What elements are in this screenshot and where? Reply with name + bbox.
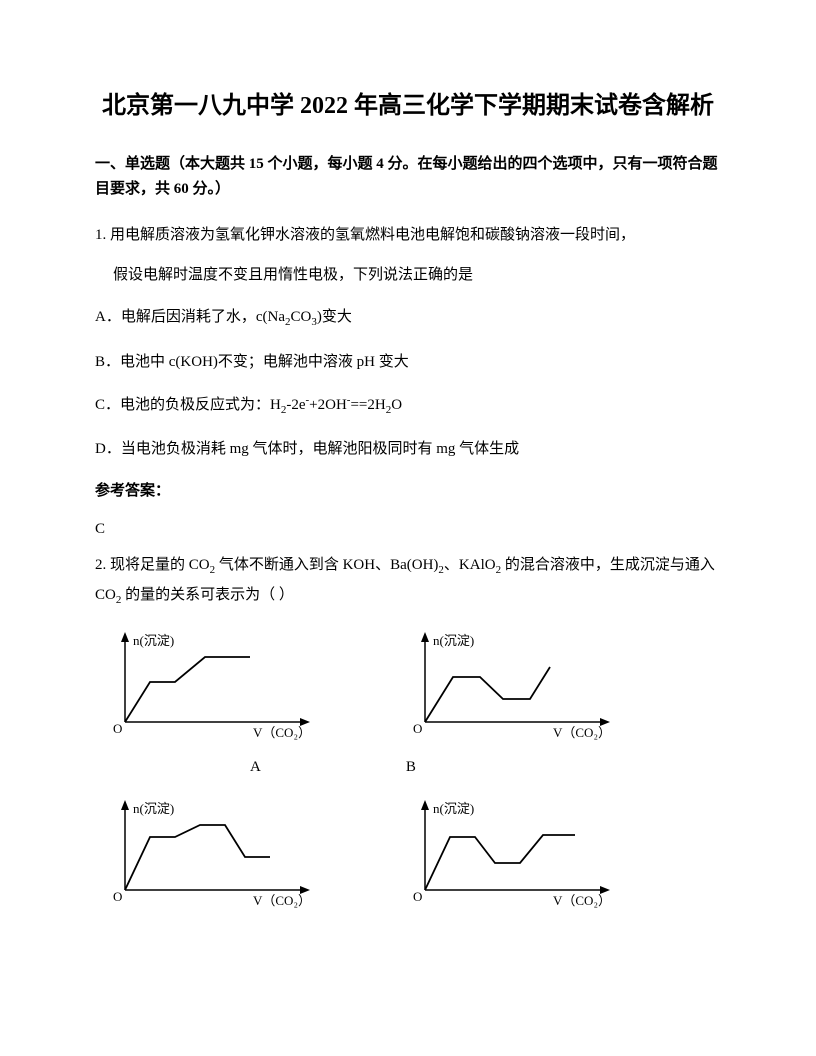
section-prefix: 一、单选题（本大题共: [95, 156, 249, 172]
svg-text:V（CO₂）: V（CO₂）: [553, 893, 611, 908]
section-count: 15: [249, 156, 264, 172]
chart-b: n(沉淀) V（CO₂） O: [395, 627, 635, 747]
chart-c-svg: n(沉淀) V（CO₂） O: [95, 795, 335, 915]
chart-b-svg: n(沉淀) V（CO₂） O: [395, 627, 635, 747]
svg-text:V（CO₂）: V（CO₂）: [553, 725, 611, 740]
q2-mid2: 、KAlO: [444, 557, 496, 573]
q2-num: 2.: [95, 557, 110, 573]
q1-option-a: A．电解后因消耗了水，c(Na2CO3)变大: [95, 305, 721, 332]
q1-num: 1.: [95, 227, 110, 243]
svg-text:n(沉淀): n(沉淀): [433, 633, 474, 648]
chart-c: n(沉淀) V（CO₂） O: [95, 795, 335, 915]
section-header: 一、单选题（本大题共 15 个小题，每小题 4 分。在每小题给出的四个选项中，只…: [95, 152, 721, 203]
q1a-suffix: )变大: [317, 309, 352, 325]
q1-option-b: B．电池中 c(KOH)不变；电解池中溶液 pH 变大: [95, 350, 721, 374]
chart-label-b: B: [406, 755, 416, 779]
svg-text:O: O: [113, 889, 122, 904]
section-mid1: 个小题，每小题: [264, 156, 377, 172]
answer-label: 参考答案：: [95, 479, 721, 503]
chart-a: n(沉淀) V（CO₂） O: [95, 627, 335, 747]
q1c-suffix: O: [391, 397, 402, 413]
svg-text:V（CO₂）: V（CO₂）: [253, 725, 311, 740]
svg-text:O: O: [413, 721, 422, 736]
q1-answer: C: [95, 517, 721, 541]
q2-suffix: 的量的关系可表示为（ ）: [121, 587, 294, 603]
section-points: 4: [376, 156, 384, 172]
q2-text: 2. 现将足量的 CO2 气体不断通入到含 KOH、Ba(OH)2、KAlO2 …: [95, 551, 721, 611]
q1-option-c: C．电池的负极反应式为：H2-2e-+2OH-==2H2O: [95, 392, 721, 420]
q1c-mid2: +2OH: [309, 397, 347, 413]
svg-text:V（CO₂）: V（CO₂）: [253, 893, 311, 908]
q1-line2: 假设电解时温度不变且用惰性电极，下列说法正确的是: [95, 263, 721, 287]
q2-prefix: 现将足量的 CO: [110, 557, 210, 573]
q1a-mid: CO: [290, 309, 311, 325]
q1a-prefix: A．电解后因消耗了水，c(Na: [95, 309, 285, 325]
svg-text:O: O: [113, 721, 122, 736]
q2-mid1: 气体不断通入到含 KOH、Ba(OH): [215, 557, 438, 573]
section-suffix: 分。）: [189, 181, 230, 197]
q1c-prefix: C．电池的负极反应式为：H: [95, 397, 281, 413]
chart-d: n(沉淀) V（CO₂） O: [395, 795, 635, 915]
svg-text:O: O: [413, 889, 422, 904]
chart-row-1: n(沉淀) V（CO₂） O n(沉淀) V（CO₂） O: [95, 627, 721, 747]
q1c-mid1: -2e: [286, 397, 305, 413]
page-title: 北京第一八九中学 2022 年高三化学下学期期末试卷含解析: [95, 90, 721, 124]
q1-line1: 1. 用电解质溶液为氢氧化钾水溶液的氢氧燃料电池电解饱和碳酸钠溶液一段时间，: [95, 221, 721, 250]
chart-d-svg: n(沉淀) V（CO₂） O: [395, 795, 635, 915]
chart-row-2: n(沉淀) V（CO₂） O n(沉淀) V（CO₂） O: [95, 795, 721, 915]
svg-text:n(沉淀): n(沉淀): [133, 801, 174, 816]
chart-label-a: A: [250, 755, 261, 779]
chart-labels-row: A B: [95, 755, 721, 779]
svg-text:n(沉淀): n(沉淀): [133, 633, 174, 648]
q1-text1: 用电解质溶液为氢氧化钾水溶液的氢氧燃料电池电解饱和碳酸钠溶液一段时间，: [110, 227, 635, 243]
chart-a-svg: n(沉淀) V（CO₂） O: [95, 627, 335, 747]
svg-text:n(沉淀): n(沉淀): [433, 801, 474, 816]
section-total: 60: [174, 181, 189, 197]
q1c-mid3: ==2H: [350, 397, 385, 413]
q1-option-d: D．当电池负极消耗 mg 气体时，电解池阳极同时有 mg 气体生成: [95, 437, 721, 461]
